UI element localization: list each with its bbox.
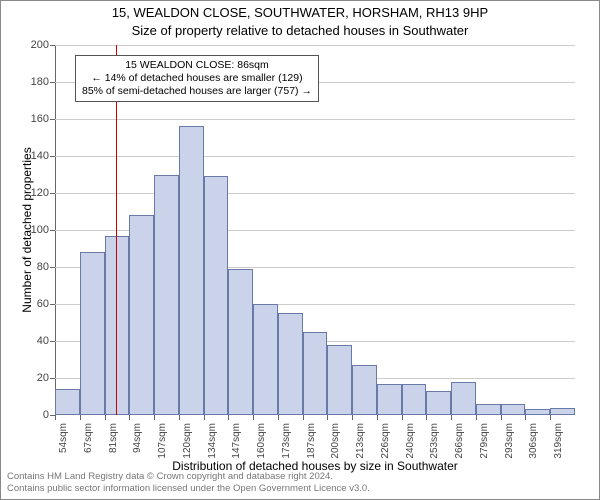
ytick-label: 120 xyxy=(23,187,49,199)
gridline xyxy=(55,119,575,120)
xtick-label: 81sqm xyxy=(108,423,119,453)
gridline xyxy=(55,156,575,157)
xtick-label: 213sqm xyxy=(355,423,366,459)
xtick-mark xyxy=(253,415,254,420)
xtick-mark xyxy=(525,415,526,420)
xtick-mark xyxy=(402,415,403,420)
xtick-label: 226sqm xyxy=(380,423,391,459)
ytick-mark xyxy=(50,341,55,342)
xtick-mark xyxy=(501,415,502,420)
xtick-mark xyxy=(204,415,205,420)
histogram-bar xyxy=(550,408,575,415)
histogram-bar xyxy=(352,365,377,415)
xtick-label: 200sqm xyxy=(330,423,341,459)
ytick-label: 60 xyxy=(23,298,49,310)
gridline xyxy=(55,45,575,46)
histogram-bar xyxy=(426,391,451,415)
annotation-line-1: 15 WEALDON CLOSE: 86sqm xyxy=(125,59,269,71)
histogram-bar xyxy=(278,313,303,415)
histogram-bar xyxy=(154,175,179,416)
xtick-mark xyxy=(105,415,106,420)
ytick-mark xyxy=(50,119,55,120)
xtick-mark xyxy=(451,415,452,420)
xtick-label: 240sqm xyxy=(405,423,416,459)
xtick-mark xyxy=(55,415,56,420)
xtick-label: 319sqm xyxy=(553,423,564,459)
annotation-line-2: ← 14% of detached houses are smaller (12… xyxy=(91,72,302,84)
gridline xyxy=(55,193,575,194)
xtick-mark xyxy=(476,415,477,420)
ytick-label: 180 xyxy=(23,76,49,88)
ytick-mark xyxy=(50,267,55,268)
xtick-mark xyxy=(377,415,378,420)
ytick-label: 200 xyxy=(23,39,49,51)
footer-line-1: Contains HM Land Registry data © Crown c… xyxy=(7,471,333,482)
xtick-label: 266sqm xyxy=(454,423,465,459)
xtick-label: 173sqm xyxy=(281,423,292,459)
histogram-bar xyxy=(228,269,253,415)
xtick-label: 67sqm xyxy=(83,423,94,453)
histogram-bar xyxy=(253,304,278,415)
histogram-bar xyxy=(377,384,402,415)
ytick-label: 160 xyxy=(23,113,49,125)
xtick-mark xyxy=(154,415,155,420)
xtick-label: 120sqm xyxy=(182,423,193,459)
xtick-mark xyxy=(426,415,427,420)
annotation-line-3: 85% of semi-detached houses are larger (… xyxy=(82,85,312,97)
xtick-label: 279sqm xyxy=(479,423,490,459)
ytick-mark xyxy=(50,378,55,379)
xtick-label: 253sqm xyxy=(429,423,440,459)
histogram-bar xyxy=(204,176,229,415)
ytick-mark xyxy=(50,82,55,83)
footer-line-2: Contains public sector information licen… xyxy=(7,483,370,494)
ytick-mark xyxy=(50,304,55,305)
xtick-label: 293sqm xyxy=(504,423,515,459)
ytick-mark xyxy=(50,230,55,231)
xtick-mark xyxy=(327,415,328,420)
xtick-label: 107sqm xyxy=(157,423,168,459)
xtick-mark xyxy=(303,415,304,420)
ytick-label: 80 xyxy=(23,261,49,273)
footer-attribution: Contains HM Land Registry data © Crown c… xyxy=(7,471,370,495)
histogram-bar xyxy=(501,404,526,415)
histogram-bar xyxy=(303,332,328,415)
histogram-bar xyxy=(476,404,501,415)
ytick-label: 0 xyxy=(23,409,49,421)
ytick-label: 100 xyxy=(23,224,49,236)
annotation-box: 15 WEALDON CLOSE: 86sqm← 14% of detached… xyxy=(75,55,319,102)
histogram-bar xyxy=(327,345,352,415)
ytick-mark xyxy=(50,45,55,46)
xtick-mark xyxy=(179,415,180,420)
xtick-mark xyxy=(80,415,81,420)
histogram-bar xyxy=(179,126,204,415)
xtick-label: 187sqm xyxy=(306,423,317,459)
chart-title-1: 15, WEALDON CLOSE, SOUTHWATER, HORSHAM, … xyxy=(1,5,599,20)
xtick-label: 306sqm xyxy=(528,423,539,459)
plot-area: 02040608010012014016018020054sqm67sqm81s… xyxy=(55,45,575,415)
histogram-bar xyxy=(129,215,154,415)
histogram-bar xyxy=(402,384,427,415)
ytick-mark xyxy=(50,156,55,157)
chart-title-2: Size of property relative to detached ho… xyxy=(1,23,599,38)
xtick-label: 160sqm xyxy=(256,423,267,459)
xtick-mark xyxy=(129,415,130,420)
ytick-mark xyxy=(50,193,55,194)
xtick-mark xyxy=(228,415,229,420)
xtick-label: 134sqm xyxy=(207,423,218,459)
xtick-label: 94sqm xyxy=(132,423,143,453)
ytick-label: 140 xyxy=(23,150,49,162)
histogram-bar xyxy=(80,252,105,415)
chart-container: 15, WEALDON CLOSE, SOUTHWATER, HORSHAM, … xyxy=(0,0,600,500)
histogram-bar xyxy=(451,382,476,415)
ytick-label: 40 xyxy=(23,335,49,347)
ytick-label: 20 xyxy=(23,372,49,384)
xtick-label: 54sqm xyxy=(58,423,69,453)
xtick-mark xyxy=(550,415,551,420)
xtick-label: 147sqm xyxy=(231,423,242,459)
histogram-bar xyxy=(55,389,80,415)
histogram-bar xyxy=(525,409,550,415)
xtick-mark xyxy=(278,415,279,420)
xtick-mark xyxy=(352,415,353,420)
